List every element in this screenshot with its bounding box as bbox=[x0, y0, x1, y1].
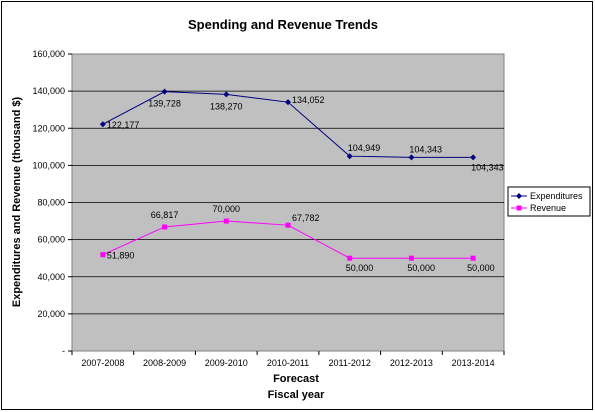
y-tick-label: 80,000 bbox=[37, 198, 65, 208]
x-tick-label: 2011-2012 bbox=[329, 358, 371, 368]
gridlines bbox=[72, 90, 504, 315]
x-tick-label: 2009-2010 bbox=[205, 358, 248, 368]
data-label-expenditures: 104,343 bbox=[471, 162, 504, 172]
data-point-expenditures bbox=[161, 88, 168, 95]
data-label-expenditures: 104,343 bbox=[409, 144, 442, 154]
y-tick-label: 20,000 bbox=[37, 309, 65, 319]
data-point-revenue bbox=[470, 255, 476, 261]
y-axis-ticks: - 20,000 40,000 60,000 80,000 100,000 120,000 1… bbox=[32, 49, 72, 356]
legend: Expenditures Revenue bbox=[507, 186, 591, 217]
data-point-expenditures bbox=[408, 154, 415, 161]
y-tick-label: 140,000 bbox=[32, 86, 65, 96]
data-label-revenue: 50,000 bbox=[407, 263, 435, 273]
series-revenue: 51,890 66,817 70,000 67,782 50,000 50,000 50,0… bbox=[100, 204, 495, 273]
data-point-expenditures bbox=[470, 154, 477, 161]
legend-expenditures-marker bbox=[516, 193, 522, 199]
x-group-label: Forecast bbox=[273, 373, 319, 385]
data-label-expenditures: 134,052 bbox=[292, 95, 325, 105]
data-label-revenue: 67,782 bbox=[292, 213, 320, 223]
x-axis-label: Fiscal year bbox=[268, 389, 326, 401]
chart-title: Spending and Revenue Trends bbox=[188, 17, 378, 32]
data-point-expenditures bbox=[99, 121, 106, 128]
y-tick-label: 160,000 bbox=[32, 49, 65, 59]
x-tick-label: 2010-2011 bbox=[267, 358, 309, 368]
data-point-revenue bbox=[347, 255, 353, 261]
data-label-expenditures: 122,177 bbox=[107, 120, 140, 130]
y-tick-label: 60,000 bbox=[37, 235, 65, 245]
data-label-expenditures: 139,728 bbox=[148, 99, 181, 109]
data-point-revenue bbox=[408, 255, 414, 261]
data-point-revenue bbox=[100, 252, 106, 258]
y-tick-label: 120,000 bbox=[32, 123, 65, 133]
data-point-revenue bbox=[223, 218, 229, 224]
series-expenditures: 122,177 139,728 138,270 134,052 104,949 104,3… bbox=[99, 88, 504, 172]
y-axis-label: Expenditures and Revenue (thousand $) bbox=[11, 97, 23, 308]
data-label-expenditures: 138,270 bbox=[210, 101, 243, 111]
y-tick-label: - bbox=[62, 346, 65, 356]
data-point-expenditures bbox=[223, 91, 230, 98]
data-point-expenditures bbox=[346, 153, 353, 160]
legend-revenue-marker bbox=[516, 205, 522, 211]
data-label-expenditures: 104,949 bbox=[348, 143, 381, 153]
data-label-revenue: 70,000 bbox=[213, 204, 241, 214]
data-label-revenue: 51,890 bbox=[107, 251, 135, 261]
x-tick-label: 2008-2009 bbox=[143, 358, 186, 368]
legend-revenue-label: Revenue bbox=[530, 203, 566, 213]
data-point-revenue bbox=[285, 222, 291, 228]
x-tick-label: 2012-2013 bbox=[390, 358, 433, 368]
legend-box bbox=[507, 186, 591, 217]
legend-expenditures-label: Expenditures bbox=[530, 191, 583, 201]
y-tick-label: 40,000 bbox=[37, 272, 65, 282]
data-point-expenditures bbox=[285, 99, 291, 106]
series-layer: 122,177 139,728 138,270 134,052 104,949 104,3… bbox=[99, 88, 504, 273]
data-label-revenue: 50,000 bbox=[346, 263, 374, 273]
data-point-revenue bbox=[162, 224, 168, 230]
x-axis-ticks: 2007-2008 2008-2009 2009-2010 2010-2011 2011… bbox=[71, 351, 505, 368]
y-tick-label: 100,000 bbox=[32, 160, 65, 170]
x-tick-label: 2007-2008 bbox=[81, 358, 124, 368]
data-label-revenue: 50,000 bbox=[467, 263, 495, 273]
x-tick-label: 2013-2014 bbox=[452, 358, 495, 368]
data-label-revenue: 66,817 bbox=[151, 210, 179, 220]
